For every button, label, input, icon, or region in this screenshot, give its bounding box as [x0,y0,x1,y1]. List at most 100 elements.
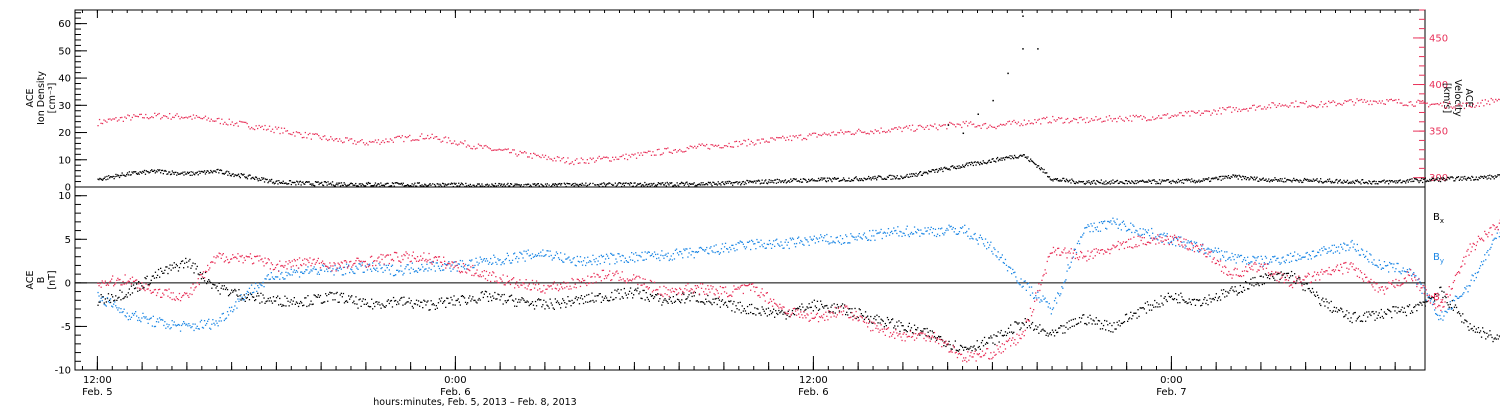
bx-series-point [1270,273,1272,275]
bx-series-point [584,295,586,298]
bx-series-point [1343,316,1345,318]
density-series-point [1182,179,1184,181]
bx-series-point [1208,294,1210,296]
density-series-point [1111,182,1113,184]
density-series-point [860,178,863,180]
bx-series-point [733,300,735,303]
bx-series-point [376,301,378,303]
velocity-series-point [1169,116,1172,119]
by-series-point [233,309,235,311]
bx-series-point [180,260,183,263]
bx-series-point [657,293,659,295]
density-series-point [1337,182,1339,184]
bx-series-point [380,307,382,309]
density-series-point [519,185,522,187]
bx-series-point [804,309,806,311]
velocity-series-point [456,144,459,146]
bx-series-point [337,301,339,303]
bx-series-point [633,294,635,296]
density-series-point [339,182,341,184]
density-series-point [543,185,545,187]
density-series-point [474,185,476,187]
density-series-point [1485,176,1487,178]
velocity-series-point [370,141,372,143]
velocity-series-point [349,138,351,140]
by-series-point [198,328,200,330]
velocity-series-point [216,118,218,120]
bx-series-point [1299,277,1301,279]
density-series-point [618,182,620,184]
velocity-series-point [497,149,499,151]
by-series-point [213,322,215,324]
bx-series-point [1227,291,1229,293]
by-series-point [217,325,219,327]
by-series-point [171,320,173,322]
bx-series-point [486,296,489,298]
density-series-point [296,180,298,182]
velocity-series-point [940,125,942,127]
density-series-point [792,178,795,180]
velocity-series-point [882,131,884,133]
velocity-series-point [522,152,524,154]
density-series-point [763,182,765,184]
velocity-series-point [1310,105,1312,108]
bx-series-point [1394,310,1396,312]
density-series-point [897,178,899,180]
velocity-series-point [172,116,174,118]
velocity-series-point [1093,119,1096,121]
by-series-point [242,299,244,301]
velocity-series-point [1432,103,1434,105]
velocity-series-point [1263,106,1266,108]
velocity-series-point [1347,100,1349,102]
density-series-point [834,177,836,179]
velocity-series-point [531,157,533,159]
density-series-point [1208,177,1210,179]
density-series-point [936,168,938,170]
density-series-point [900,175,902,177]
by-series-point [143,316,145,318]
density-series-point [1053,178,1055,180]
bx-series-point [815,307,818,309]
density-series-point [138,173,140,175]
bx-series-point [1216,299,1219,302]
bx-series-point [595,300,597,302]
bx-series-point [943,345,945,347]
velocity-series-point [346,137,348,139]
density-series-point [925,171,927,173]
density-series-point [1132,181,1134,183]
density-series-point [177,173,180,175]
density-series-point [438,185,440,187]
velocity-series-point [195,115,198,117]
density-series-point [1474,178,1477,181]
bx-series-point [1444,295,1446,297]
bx-series-point [511,299,514,301]
by-series-point [109,298,112,300]
bx-series-point [767,307,770,309]
velocity-series-point [1075,118,1078,121]
density-series-point [672,185,674,187]
bx-series-point [697,301,700,303]
bx-series-point [1478,332,1481,334]
density-series-point [1320,178,1322,180]
velocity-series-point [415,139,417,141]
bx-series-point [1348,312,1350,314]
velocity-series-point [568,163,571,165]
bx-series-point [285,305,287,307]
density-series-point [515,184,517,186]
bx-series-point [120,299,122,301]
bx-series-point [368,306,371,308]
velocity-series-point [1299,102,1301,104]
density-series-point [1307,180,1309,182]
bx-series-point [241,298,243,300]
velocity-series-point [1416,101,1418,103]
by-series-point [284,278,286,280]
density-series-point [1129,182,1131,184]
velocity-series [97,97,1500,166]
density-series-point [714,183,716,185]
density-series-point [867,177,869,180]
density-series-point [735,181,737,183]
density-series-point [962,166,965,168]
velocity-series-point [735,140,738,142]
bx-series-point [570,305,572,307]
velocity-series-point [513,149,515,151]
